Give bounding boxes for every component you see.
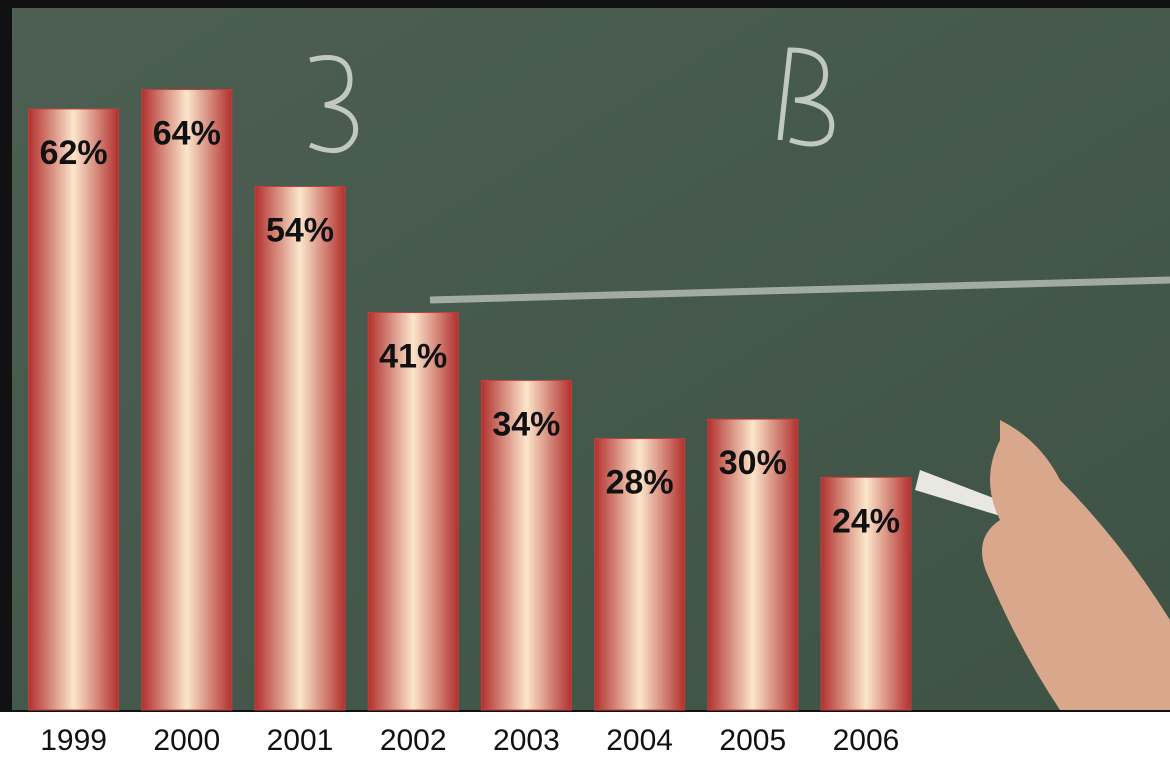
x-tick-label: 2002: [380, 724, 447, 757]
x-tick-label: 2006: [833, 724, 900, 757]
value-label: 41%: [379, 338, 447, 376]
bar: [255, 187, 345, 711]
x-tick-label: 2004: [606, 724, 673, 757]
bar: [29, 109, 119, 710]
x-tick-label: 2000: [153, 724, 220, 757]
value-label: 62%: [40, 134, 108, 172]
x-tick-label: 1999: [40, 724, 107, 757]
bar: [142, 90, 232, 710]
value-label: 54%: [266, 211, 334, 249]
value-label: 24%: [832, 502, 900, 540]
value-label: 34%: [492, 405, 560, 443]
x-tick-label: 2005: [719, 724, 786, 757]
x-tick-label: 2001: [267, 724, 334, 757]
x-tick-label: 2003: [493, 724, 560, 757]
chart: 1999 62% 2000 64% 2001 54% 2002 41% 2003 34% 2004 2…: [0, 0, 1170, 761]
value-label: 64%: [153, 115, 221, 153]
value-label: 28%: [606, 464, 674, 502]
value-label: 30%: [719, 444, 787, 482]
